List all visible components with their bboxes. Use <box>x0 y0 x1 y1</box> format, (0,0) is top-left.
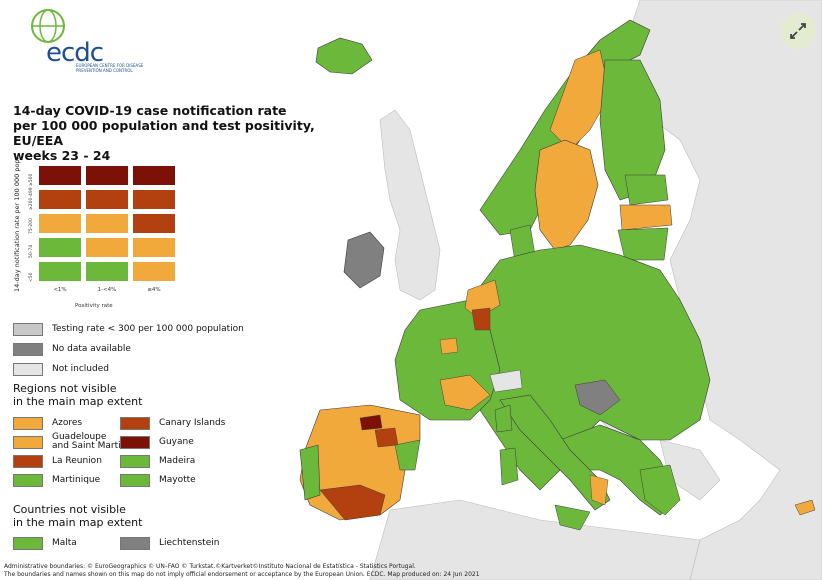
legend-item: No data available <box>13 342 131 356</box>
matrix-cell <box>85 213 129 234</box>
legend-label: Guadeloupe and Saint Martin <box>52 432 127 451</box>
ireland <box>343 231 385 289</box>
matrix-cell <box>38 165 82 186</box>
legend-label: Liechtenstein <box>159 537 220 548</box>
matrix-cell <box>38 213 82 234</box>
legend-item: Azores <box>13 416 82 430</box>
matrix-cell <box>132 165 176 186</box>
matrix-cell <box>38 261 82 282</box>
legend-label: La Reunion <box>52 455 102 466</box>
legend-swatch <box>13 536 43 550</box>
logo-subtitle: EUROPEAN CENTRE FOR DISEASE PREVENTION A… <box>76 63 144 73</box>
matrix-row-tick: <50 <box>29 272 34 283</box>
legend-label: Not included <box>52 363 109 374</box>
legend-swatch <box>13 473 43 487</box>
legend-label: Guyane <box>159 436 194 447</box>
legend-label: Mayotte <box>159 474 196 485</box>
matrix-cell <box>85 261 129 282</box>
matrix-row-tick: 75-200 <box>29 218 34 234</box>
legend-item: Testing rate < 300 per 100 000 populatio… <box>13 322 244 336</box>
matrix-row-tick: ≥500 <box>29 173 34 186</box>
matrix-cell <box>38 237 82 258</box>
matrix-cell <box>132 237 176 258</box>
legend-swatch <box>13 362 43 376</box>
italy <box>499 394 611 511</box>
countries-title: Countries not visible in the main map ex… <box>13 503 143 529</box>
footer-attribution: Administrative boundaries: © EuroGeograp… <box>4 563 480 578</box>
legend-label: Martinique <box>52 474 101 485</box>
legend-label: Malta <box>52 537 77 548</box>
matrix-cell <box>85 237 129 258</box>
legend-swatch <box>13 416 43 430</box>
map-title: 14-day COVID-19 case notification rate p… <box>13 103 315 163</box>
matrix-cell <box>85 189 129 210</box>
legend-item: Martinique <box>13 473 100 487</box>
legend-item: Canary Islands <box>120 416 225 430</box>
matrix-cell <box>85 165 129 186</box>
sweden <box>534 139 599 251</box>
portugal <box>299 444 321 501</box>
matrix-cell <box>38 189 82 210</box>
legend-swatch <box>120 473 150 487</box>
matrix-col-tick: 1-<4% <box>97 287 117 293</box>
legend-swatch <box>120 536 150 550</box>
iceland <box>315 37 373 75</box>
expand-map-button[interactable] <box>780 13 816 49</box>
matrix-cell <box>132 261 176 282</box>
legend-label: Canary Islands <box>159 417 226 428</box>
legend-swatch <box>120 416 150 430</box>
expand-arrows-icon <box>790 23 806 39</box>
regions-title: Regions not visible in the main map exte… <box>13 382 143 408</box>
legend-label: No data available <box>52 343 131 354</box>
matrix-x-label: Positivity rate <box>75 303 113 309</box>
legend-label: Madeira <box>159 455 196 466</box>
legend-swatch <box>120 454 150 468</box>
legend-item: Liechtenstein <box>120 536 219 550</box>
legend-swatch <box>13 454 43 468</box>
legend-item: Madeira <box>120 454 195 468</box>
legend-label: Testing rate < 300 per 100 000 populatio… <box>52 323 244 334</box>
matrix-cell <box>132 189 176 210</box>
matrix-row-tick: 50-74 <box>29 244 34 258</box>
legend-swatch <box>13 322 43 336</box>
matrix-col-tick: <1% <box>53 287 67 293</box>
legend-item: Malta <box>13 536 77 550</box>
matrix-row-tick: ≥200-499 <box>29 187 34 210</box>
legend-item: La Reunion <box>13 454 102 468</box>
legend-swatch <box>120 435 150 449</box>
ecdc-logo: ecdc EUROPEAN CENTRE FOR DISEASE PREVENT… <box>16 6 143 76</box>
legend-item: Not included <box>13 362 109 376</box>
matrix-col-tick: ≥4% <box>147 287 161 293</box>
logo-text: ecdc <box>46 38 104 68</box>
legend-swatch <box>13 342 43 356</box>
legend-item: Mayotte <box>120 473 196 487</box>
matrix-y-label: 14-day notification rate per 100 000 pop… <box>13 157 21 292</box>
matrix-cell <box>132 213 176 234</box>
globe-logo-icon <box>31 9 65 43</box>
legend-item: Guadeloupe and Saint Martin <box>13 432 127 451</box>
legend-label: Azores <box>52 417 83 428</box>
legend-swatch <box>13 435 43 449</box>
legend-item: Guyane <box>120 435 194 449</box>
